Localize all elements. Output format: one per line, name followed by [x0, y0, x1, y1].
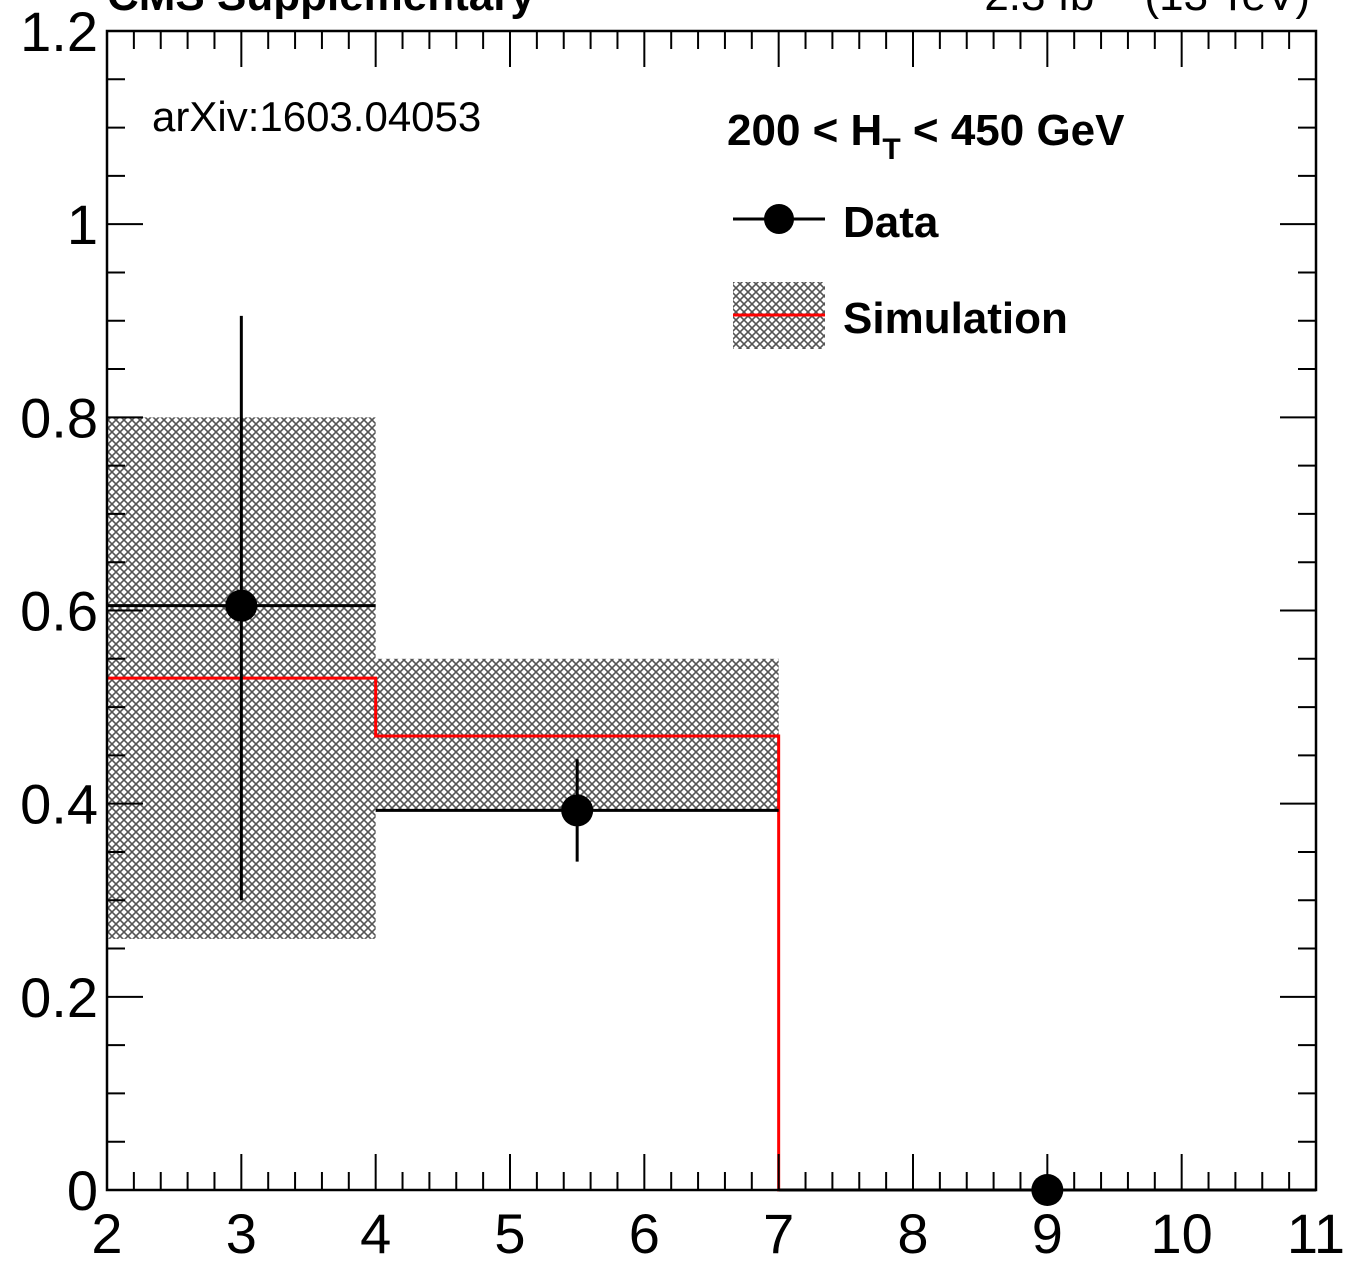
x-tick-label: 4: [360, 1202, 391, 1257]
x-tick-label: 6: [629, 1202, 660, 1257]
x-tick-label: 10: [1151, 1202, 1213, 1257]
data-point-2: [561, 794, 594, 827]
x-tick-label: 2: [91, 1202, 122, 1257]
y-tick-label: 0.6: [20, 580, 98, 643]
legend-data-marker: [764, 204, 794, 234]
region-label-suffix: < 450 GeV: [901, 106, 1125, 155]
region-label: 200 < HT < 450 GeV: [727, 106, 1125, 166]
y-tick-label: 1.2: [20, 0, 98, 63]
y-tick-label: 0.4: [20, 773, 98, 836]
y-tick-label: 1: [67, 193, 98, 256]
x-tick-label: 11: [1287, 1202, 1345, 1257]
region-label-subscript: T: [882, 133, 900, 166]
x-tick-label: 5: [494, 1202, 525, 1257]
x-tick-label: 9: [1032, 1202, 1063, 1257]
y-tick-label: 0.8: [20, 386, 98, 449]
region-label-prefix: 200 < H: [727, 106, 882, 155]
x-tick-label: 7: [763, 1202, 794, 1257]
luminosity-label: 2.3 fb⁻¹ (13 TeV): [984, 0, 1310, 20]
arxiv-annotation: arXiv:1603.04053: [152, 93, 481, 140]
y-tick-label: 0: [67, 1159, 98, 1222]
legend: Data Simulation: [733, 198, 1068, 349]
y-tick-label: 0.2: [20, 966, 98, 1029]
legend-simulation-label: Simulation: [843, 294, 1068, 343]
axes: 2 3 4 5 6 7 8 9 10 11 0 0.2 0.4 0.6 0.8 1 1.2: [20, 0, 1345, 1262]
legend-data-label: Data: [843, 198, 939, 247]
experiment-label: CMS Supplementary: [107, 0, 535, 20]
x-tick-label: 3: [226, 1202, 257, 1257]
x-tick-label: 8: [897, 1202, 928, 1257]
data-point-1: [225, 589, 258, 622]
